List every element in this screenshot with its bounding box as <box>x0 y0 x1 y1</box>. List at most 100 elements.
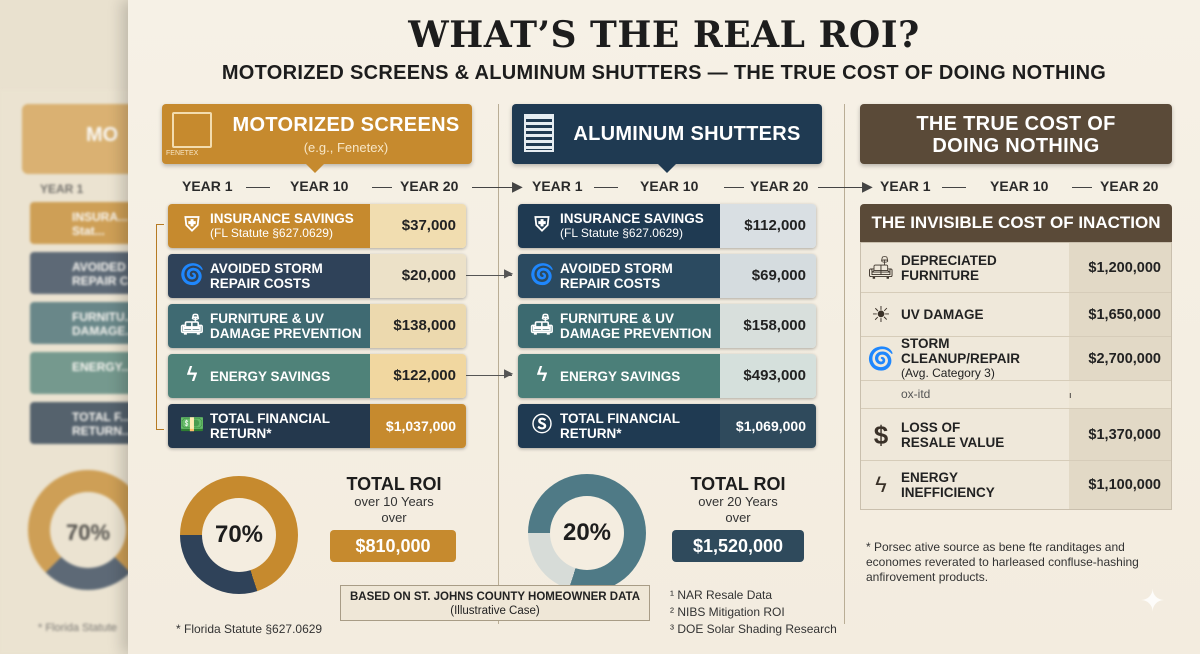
sofa-icon: 🛋 <box>529 314 555 336</box>
arrow-right-icon: ▶ <box>504 366 514 380</box>
column-divider <box>844 104 845 624</box>
arrow-right-icon: ▶ <box>504 266 514 280</box>
furniture-icon: 🛋 <box>867 255 895 280</box>
shutters-roi-title: TOTAL ROI <box>690 474 786 494</box>
brand-label: FENETEX <box>166 150 199 157</box>
sun-icon: ☀ <box>871 302 891 327</box>
inaction-row: 🛋 DEPRECIATED FURNITURE $1,200,000 <box>861 243 1171 293</box>
ring-percent: 20% <box>550 496 624 570</box>
connector-line <box>466 375 512 376</box>
row-value: $112,000 <box>720 204 816 248</box>
year-label: YEAR 1 <box>182 178 233 194</box>
inaction-table-title: THE INVISIBLE COST OF INACTION <box>860 204 1172 242</box>
year-label: YEAR 20 <box>400 178 459 194</box>
bolt-icon: ϟ <box>536 364 548 386</box>
ghost-ring-label: 70% <box>66 520 111 545</box>
row-sublabel: (FL Statute §627.0629) <box>210 226 333 240</box>
infographic-sheet: WHAT’S THE REAL ROI? MOTORIZED SCREENS &… <box>128 0 1200 654</box>
shield-icon: ⛨ <box>534 214 550 236</box>
row-label-line2: REPAIR COSTS <box>210 276 311 291</box>
shutters-roi-amount: $1,520,000 <box>672 530 804 562</box>
row-label: ENERGY SAVINGS <box>210 368 331 384</box>
screens-roi-amount: $810,000 <box>330 530 456 562</box>
row-label: TOTAL FINANCIAL <box>560 411 680 426</box>
screens-roi-period: over 10 Years <box>354 494 434 509</box>
row-value: $37,000 <box>370 204 466 248</box>
cash-icon: 💵 <box>179 414 205 436</box>
row-label: TOTAL FINANCIAL <box>210 411 330 426</box>
shutters-title: ALUMINUM SHUTTERS <box>573 123 801 145</box>
shutters-row-storm: 🌀 AVOIDED STORM REPAIR COSTS $69,000 <box>518 254 816 298</box>
row-value: ı <box>1069 381 1171 408</box>
year-label: YEAR 20 <box>750 178 809 194</box>
bolt-icon: ϟ <box>186 364 198 386</box>
shutters-roi-over: over <box>725 510 751 525</box>
screens-header: FENETEX MOTORIZED SCREENS (e.g., Fenetex… <box>162 104 472 173</box>
year-axis: YEAR 1 YEAR 10 YEAR 20 ▶ YEAR 1 YEAR 10 … <box>168 178 1178 198</box>
row-label: FURNITURE & UV <box>210 311 324 326</box>
screens-row-total: 💵 TOTAL FINANCIAL RETURN* $1,037,000 <box>168 404 466 448</box>
row-label: FURNITURE & UV <box>560 311 674 326</box>
row-label: LOSS OF <box>901 419 961 435</box>
screens-row-energy: ϟ ENERGY SAVINGS $122,000 <box>168 354 466 398</box>
row-value: $122,000 <box>370 354 466 398</box>
row-value: $1,650,000 <box>1069 293 1171 336</box>
axis-line <box>372 187 392 188</box>
shutters-row-total: Ⓢ TOTAL FINANCIAL RETURN* $1,069,000 <box>518 404 816 448</box>
data-source-subtitle: (Illustrative Case) <box>450 605 540 617</box>
shutters-roi-ring: 20% <box>528 474 646 592</box>
row-value: $20,000 <box>370 254 466 298</box>
storm-icon: 🌀 <box>179 264 205 286</box>
row-label-line2: REPAIR COSTS <box>560 276 661 291</box>
source-note: ¹ NAR Resale Data <box>670 588 773 602</box>
row-label: AVOIDED STORM <box>210 261 323 276</box>
row-label-line2: DAMAGE PREVENTION <box>210 326 362 341</box>
inaction-row: ☀ UV DAMAGE $1,650,000 <box>861 293 1171 337</box>
screens-roi-ring: 70% <box>180 476 298 594</box>
ghost-year: YEAR 1 <box>40 182 84 196</box>
arrow-right-icon: ▶ <box>862 178 873 194</box>
inaction-row: $ LOSS OF RESALE VALUE $1,370,000 <box>861 409 1171 461</box>
row-value: $1,100,000 <box>1069 461 1171 509</box>
row-value: $1,037,000 <box>370 404 466 448</box>
shutters-row-energy: ϟ ENERGY SAVINGS $493,000 <box>518 354 816 398</box>
header-notch <box>658 164 676 173</box>
bolt-icon: ϟ <box>875 472 887 497</box>
header-notch <box>306 164 324 173</box>
page-subtitle: MOTORIZED SCREENS & ALUMINUM SHUTTERS — … <box>221 62 1107 84</box>
dollar-icon: $ <box>873 420 889 450</box>
screens-roi-title: TOTAL ROI <box>346 474 442 494</box>
inaction-table: 🛋 DEPRECIATED FURNITURE $1,200,000 ☀ UV D… <box>860 242 1172 510</box>
nothing-header: THE TRUE COST OF DOING NOTHING <box>860 104 1172 164</box>
shutter-icon <box>524 114 554 152</box>
storm-icon: 🌀 <box>529 264 555 286</box>
data-source-title: BASED ON ST. JOHNS COUNTY HOMEOWNER DATA <box>349 591 641 603</box>
row-value: $158,000 <box>720 304 816 348</box>
year-label: YEAR 10 <box>290 178 349 194</box>
axis-line <box>472 187 518 188</box>
row-sublabel: (Avg. Category 3) <box>901 366 995 380</box>
connector-line <box>466 275 512 276</box>
row-label-line2: FURNITURE <box>901 267 979 283</box>
row-value: $2,700,000 <box>1069 337 1171 380</box>
screen-icon <box>172 112 212 148</box>
dollar-icon: Ⓢ <box>532 414 552 436</box>
screens-row-furniture: 🛋 FURNITURE & UV DAMAGE PREVENTION $138,00… <box>168 304 466 348</box>
ring-percent: 70% <box>202 498 276 572</box>
connector-bracket <box>156 224 164 430</box>
shutters-row-insurance: ⛨ INSURANCE SAVINGS (FL Statute §627.0629)… <box>518 204 816 248</box>
screens-roi-over: over <box>381 510 407 525</box>
row-value: $493,000 <box>720 354 816 398</box>
year-label: YEAR 20 <box>1100 178 1159 194</box>
inaction-footnote: * Porsec ative source as bene fte ɾandit… <box>866 540 1139 584</box>
year-label: YEAR 1 <box>532 178 583 194</box>
blank-icon <box>861 381 901 408</box>
row-label: UV DAMAGE <box>901 307 984 322</box>
row-value: $69,000 <box>720 254 816 298</box>
ghost-header-label: MO <box>86 124 119 146</box>
shutters-row-furniture: 🛋 FURNITURE & UV DAMAGE PREVENTION $158,00… <box>518 304 816 348</box>
row-label-line2: RETURN* <box>210 426 272 441</box>
year-label: YEAR 1 <box>880 178 931 194</box>
shield-icon: ⛨ <box>184 214 200 236</box>
row-label: STORM CLEANUP/REPAIR <box>901 336 1021 366</box>
